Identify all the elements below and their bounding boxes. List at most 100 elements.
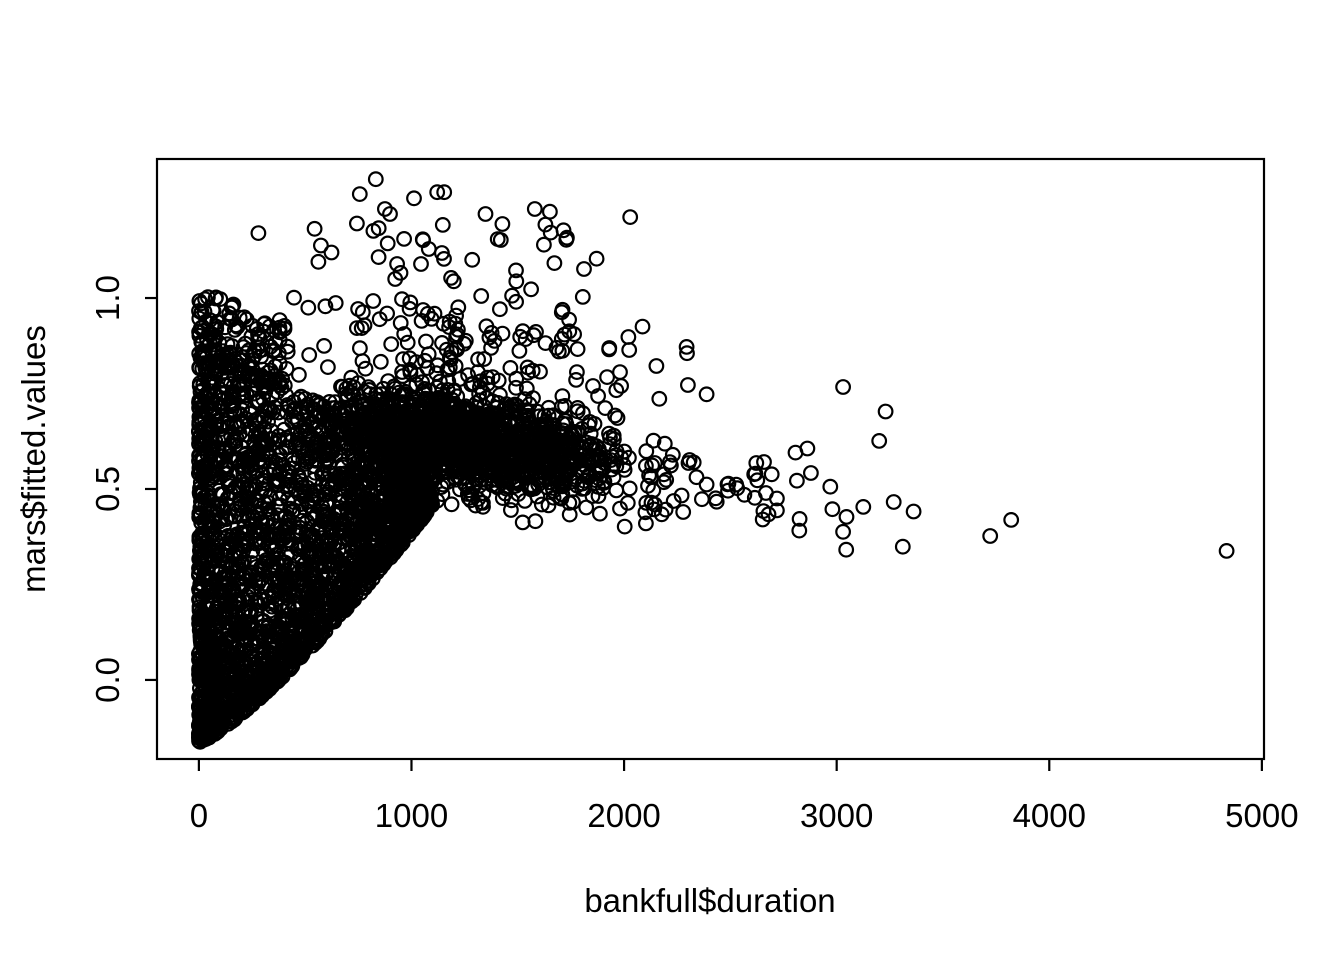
data-point (527, 513, 544, 530)
data-point (276, 557, 292, 574)
data-point (582, 425, 599, 442)
data-point (271, 645, 288, 661)
data-point (300, 631, 316, 647)
data-point (246, 343, 263, 360)
data-point (198, 431, 215, 448)
x-tick-label: 0 (190, 797, 208, 834)
data-point (231, 374, 248, 390)
data-point (307, 464, 324, 481)
data-point (350, 402, 367, 418)
data-point (238, 311, 255, 328)
data-point (318, 451, 335, 468)
data-point (389, 412, 406, 428)
data-point (194, 343, 211, 360)
data-point (349, 215, 365, 232)
data-point (305, 491, 322, 508)
data-point (240, 679, 257, 696)
data-point (344, 448, 361, 465)
data-point (478, 318, 495, 335)
data-point (596, 473, 613, 490)
data-point (678, 339, 695, 355)
data-point (223, 386, 240, 403)
data-point (196, 711, 213, 728)
data-point (346, 429, 362, 445)
data-point (254, 655, 271, 671)
data-point (371, 400, 388, 417)
data-point (457, 420, 474, 436)
data-point (271, 374, 288, 391)
data-point (308, 408, 325, 425)
data-point (441, 441, 458, 458)
data-point (545, 489, 562, 506)
data-point (243, 328, 260, 345)
data-point (638, 515, 654, 532)
data-point (477, 206, 494, 222)
data-point (396, 230, 413, 247)
data-point (769, 490, 785, 507)
data-point (503, 502, 519, 518)
data-point (546, 255, 563, 272)
data-point (271, 312, 288, 329)
data-point (342, 553, 359, 570)
data-point (835, 523, 851, 540)
data-point (613, 378, 629, 394)
data-point (206, 693, 223, 710)
data-point (394, 291, 410, 308)
data-point (553, 331, 570, 347)
data-point (226, 546, 243, 563)
data-point (651, 390, 668, 407)
data-point (569, 341, 586, 358)
data-point (465, 449, 481, 466)
data-point (557, 467, 574, 483)
data-point (379, 305, 396, 322)
data-point (262, 373, 279, 390)
data-point (199, 708, 216, 725)
data-point (372, 353, 389, 370)
data-point (392, 265, 409, 281)
data-point (450, 299, 467, 316)
data-point (747, 465, 764, 482)
data-point (396, 326, 413, 342)
data-point (644, 457, 660, 474)
data-point (206, 336, 223, 353)
data-point (284, 460, 301, 477)
data-point (357, 360, 374, 377)
data-point (217, 319, 234, 336)
data-point (756, 454, 772, 470)
data-point (432, 373, 448, 390)
data-point (877, 403, 894, 420)
data-point (433, 426, 450, 443)
data-point (197, 673, 214, 690)
data-point (1003, 512, 1020, 528)
data-point (320, 473, 337, 490)
data-point (448, 307, 465, 324)
data-point (192, 493, 209, 510)
data-point (576, 472, 592, 489)
data-point (270, 452, 287, 469)
data-point (191, 484, 208, 501)
data-point (341, 377, 358, 394)
data-point (355, 431, 371, 447)
data-point (894, 538, 911, 555)
data-point (236, 365, 253, 382)
data-point (291, 366, 307, 383)
data-point (226, 415, 243, 432)
data-point (317, 298, 334, 315)
data-point (191, 551, 208, 567)
data-point (508, 262, 524, 279)
data-point (791, 522, 808, 539)
data-point (376, 504, 393, 520)
data-point (641, 467, 657, 484)
data-point (568, 372, 584, 388)
data-point (293, 388, 310, 405)
data-point (446, 469, 463, 486)
data-point (250, 225, 267, 242)
data-point (420, 346, 437, 363)
data-point (559, 229, 575, 246)
data-point (609, 410, 626, 426)
data-point (508, 379, 524, 396)
data-point (205, 524, 222, 541)
data-point (680, 377, 696, 393)
data-point (616, 518, 633, 535)
data-point (447, 315, 464, 332)
